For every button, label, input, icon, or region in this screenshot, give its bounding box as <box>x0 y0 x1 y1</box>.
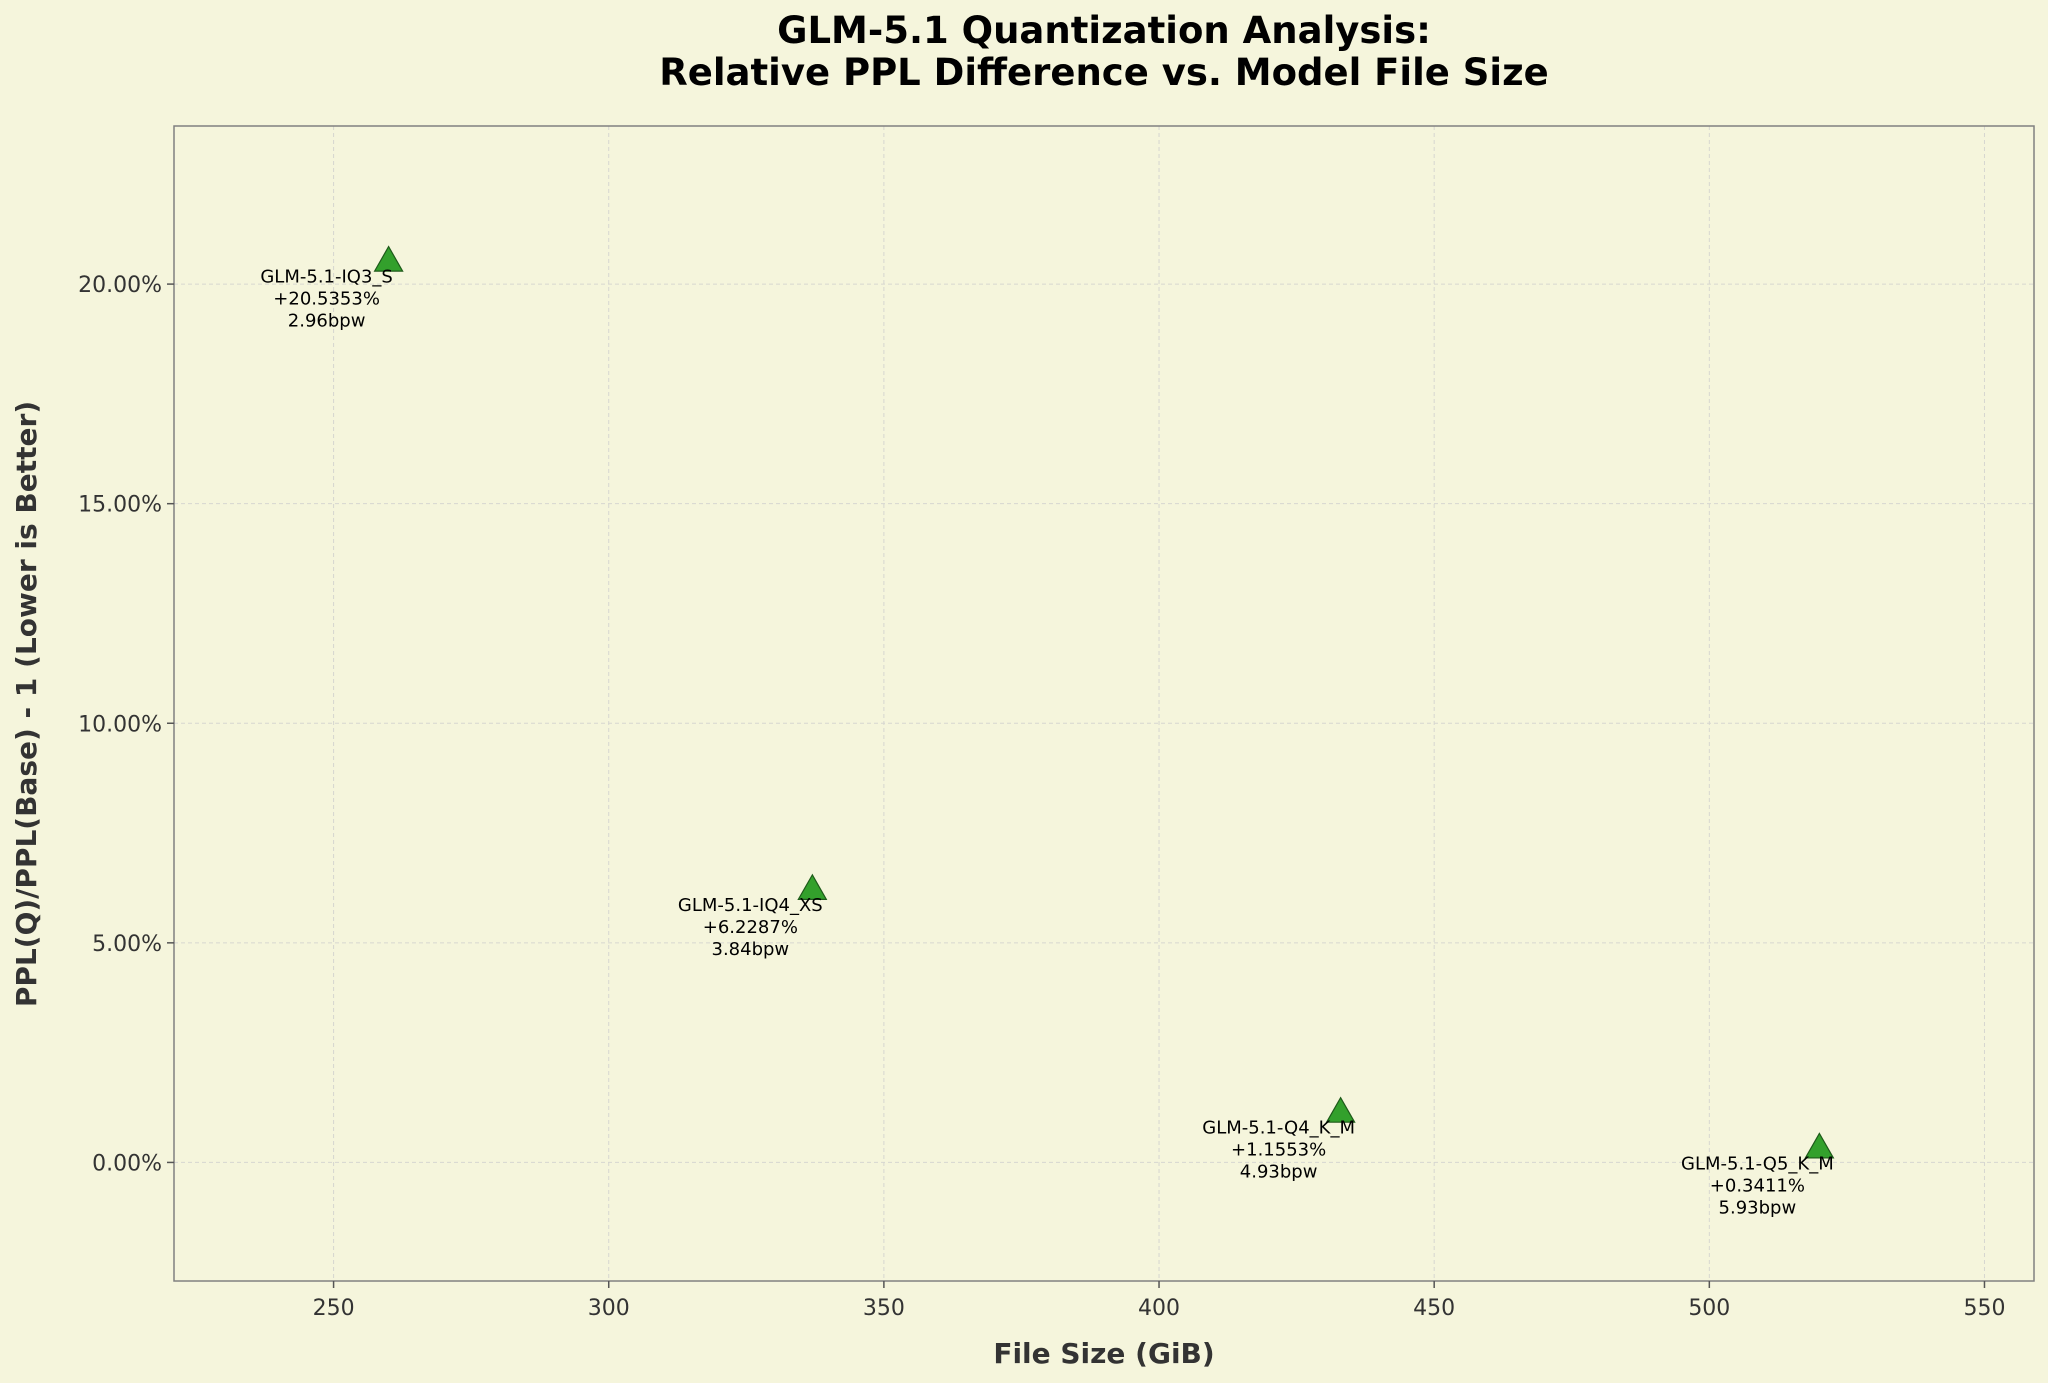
data-point-marker <box>797 873 828 900</box>
grid <box>174 126 2034 1281</box>
y-tick-label: 5.00% <box>92 932 162 957</box>
chart-title-line1: GLM-5.1 Quantization Analysis: <box>777 9 1431 52</box>
data-point-label: 3.84bpw <box>712 939 790 960</box>
data-point-label: GLM-5.1-IQ3_S <box>260 267 392 288</box>
data-point-label: +6.2287% <box>703 917 798 938</box>
data-point-marker <box>1804 1132 1835 1159</box>
data-point-label: GLM-5.1-IQ4_XS <box>678 895 823 916</box>
x-tick-label: 550 <box>1963 1296 2005 1321</box>
data-point-label: +1.1553% <box>1231 1140 1326 1161</box>
y-tick-label: 10.00% <box>78 712 162 737</box>
data-point-label: +0.3411% <box>1710 1175 1805 1196</box>
y-tick-label: 0.00% <box>92 1151 162 1176</box>
data-point-label: 5.93bpw <box>1719 1197 1797 1218</box>
x-axis-label: File Size (GiB) <box>993 1337 1214 1370</box>
data-point-label: 4.93bpw <box>1240 1162 1318 1183</box>
plot-area-frame <box>173 125 2035 1282</box>
data-points: GLM-5.1-IQ3_S+20.5353%2.96bpw GLM-5.1-IQ4… <box>260 245 1835 1218</box>
x-tick-label: 500 <box>1688 1296 1730 1321</box>
axis-ticks: 250 300 350 400 450 500 550 0.00% 5.00% 10.00% 15.… <box>78 273 2005 1321</box>
data-point-label: +20.5353% <box>273 289 380 310</box>
x-tick-label: 300 <box>588 1296 630 1321</box>
x-tick-label: 450 <box>1413 1296 1455 1321</box>
data-point-marker <box>373 245 404 272</box>
x-tick-label: 250 <box>313 1296 355 1321</box>
y-tick-label: 20.00% <box>78 273 162 298</box>
data-point-label: GLM-5.1-Q4_K_M <box>1202 1118 1355 1139</box>
x-tick-label: 400 <box>1138 1296 1180 1321</box>
y-tick-label: 15.00% <box>78 493 162 518</box>
data-point-label: 2.96bpw <box>288 311 366 332</box>
data-point-label: GLM-5.1-Q5_K_M <box>1681 1153 1834 1174</box>
chart-title-line2: Relative PPL Difference vs. Model File S… <box>659 51 1548 94</box>
data-point-marker <box>1325 1096 1356 1123</box>
y-axis-label: PPL(Q)/PPL(Base) - 1 (Lower is Better) <box>10 401 43 1007</box>
x-tick-label: 350 <box>863 1296 905 1321</box>
